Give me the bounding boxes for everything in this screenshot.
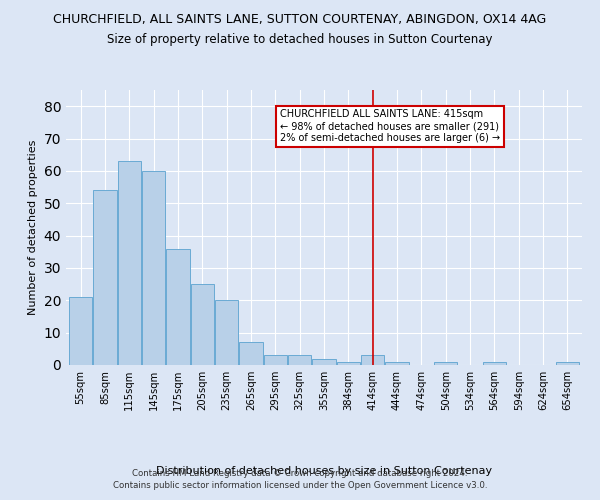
- Bar: [361, 356, 384, 365]
- Bar: [94, 190, 116, 365]
- Bar: [288, 356, 311, 365]
- Text: CHURCHFIELD, ALL SAINTS LANE, SUTTON COURTENAY, ABINGDON, OX14 4AG: CHURCHFIELD, ALL SAINTS LANE, SUTTON COU…: [53, 12, 547, 26]
- Y-axis label: Number of detached properties: Number of detached properties: [28, 140, 38, 315]
- Bar: [142, 171, 165, 365]
- X-axis label: Distribution of detached houses by size in Sutton Courtenay: Distribution of detached houses by size …: [156, 466, 492, 476]
- Bar: [118, 161, 141, 365]
- Bar: [239, 342, 263, 365]
- Bar: [215, 300, 238, 365]
- Bar: [191, 284, 214, 365]
- Bar: [556, 362, 579, 365]
- Text: Size of property relative to detached houses in Sutton Courtenay: Size of property relative to detached ho…: [107, 32, 493, 46]
- Bar: [313, 358, 335, 365]
- Bar: [483, 362, 506, 365]
- Text: Contains HM Land Registry data © Crown copyright and database right 2024.
Contai: Contains HM Land Registry data © Crown c…: [113, 468, 487, 490]
- Bar: [69, 297, 92, 365]
- Bar: [434, 362, 457, 365]
- Bar: [166, 248, 190, 365]
- Text: CHURCHFIELD ALL SAINTS LANE: 415sqm
← 98% of detached houses are smaller (291)
2: CHURCHFIELD ALL SAINTS LANE: 415sqm ← 98…: [280, 110, 500, 142]
- Bar: [385, 362, 409, 365]
- Bar: [337, 362, 360, 365]
- Bar: [264, 356, 287, 365]
